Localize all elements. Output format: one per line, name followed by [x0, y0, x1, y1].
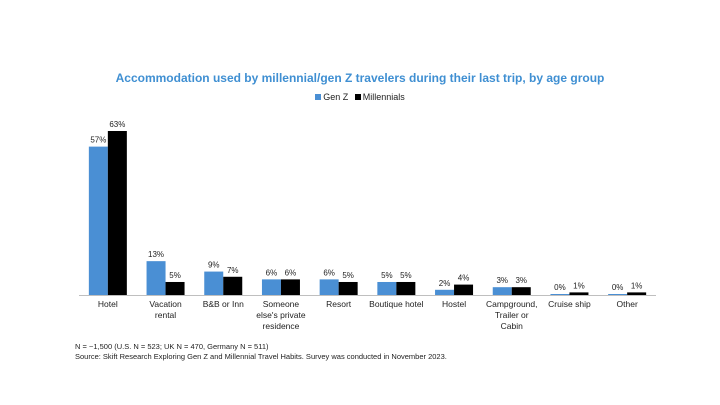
category-label-9: Other: [617, 299, 638, 309]
bar-millennials-1: [165, 281, 185, 295]
bar-millennials-2: [223, 276, 243, 295]
data-label-millennials-7: 3%: [515, 276, 527, 285]
data-label-millennials-9: 1%: [631, 281, 643, 290]
footnote: N = ~1,500 (U.S. N = 523; UK N = 470, Ge…: [75, 342, 447, 362]
bar-millennials-4: [338, 281, 358, 295]
bar-gen-z-0: [88, 146, 108, 295]
legend-entry-millennials: Millennials: [354, 92, 405, 102]
bar-gen-z-8: [550, 294, 570, 295]
data-label-gen-z-2: 9%: [208, 261, 220, 270]
data-label-gen-z-7: 3%: [496, 276, 508, 285]
bar-millennials-8: [569, 292, 589, 295]
data-label-gen-z-4: 6%: [323, 268, 335, 277]
legend-label-millennials: Millennials: [362, 92, 405, 102]
data-label-gen-z-5: 5%: [381, 271, 393, 280]
footnote-sample-size: N = ~1,500 (U.S. N = 523; UK N = 470, Ge…: [75, 342, 269, 351]
chart-title: Accommodation used by millennial/gen Z t…: [115, 71, 605, 85]
bar-gen-z-5: [377, 281, 397, 295]
category-label-8: Cruise ship: [548, 299, 591, 309]
data-label-millennials-0: 63%: [109, 120, 125, 129]
legend-swatch-gen-z: [315, 94, 322, 100]
data-label-gen-z-0: 57%: [90, 136, 106, 145]
category-label-7: Campground, Trailer or Cabin: [486, 299, 538, 331]
category-label-6: Hostel: [442, 299, 466, 309]
legend-label-gen-z: Gen Z: [323, 92, 349, 102]
footnote-source: Source: Skift Research Exploring Gen Z a…: [75, 352, 447, 361]
category-label-1: Vacation rental: [149, 299, 182, 320]
bar-millennials-6: [454, 284, 474, 295]
bar-gen-z-7: [492, 287, 512, 295]
bar-gen-z-2: [204, 271, 224, 295]
data-label-millennials-4: 5%: [342, 271, 354, 280]
bar-millennials-9: [627, 292, 647, 295]
data-label-gen-z-8: 0%: [554, 283, 566, 292]
category-label-3: Someone else's private residence: [256, 299, 306, 331]
bar-gen-z-6: [435, 289, 455, 295]
bar-gen-z-3: [261, 279, 281, 295]
bar-gen-z-4: [319, 279, 339, 295]
bar-gen-z-9: [608, 294, 628, 295]
category-label-0: Hotel: [98, 299, 118, 309]
data-label-millennials-8: 1%: [573, 281, 585, 290]
legend-swatch-millennials: [354, 94, 361, 100]
bar-millennials-3: [280, 279, 300, 295]
bar-millennials-7: [511, 287, 531, 295]
legend: Gen Z Millennials: [0, 92, 720, 102]
data-label-gen-z-1: 13%: [148, 250, 164, 259]
bar-millennials-0: [107, 131, 127, 295]
legend-entry-gen-z: Gen Z: [315, 92, 348, 102]
data-label-millennials-6: 4%: [458, 274, 470, 283]
data-label-gen-z-3: 6%: [266, 268, 278, 277]
data-label-gen-z-9: 0%: [612, 283, 624, 292]
data-label-gen-z-6: 2%: [439, 279, 451, 288]
category-label-5: Boutique hotel: [369, 299, 423, 309]
bar-millennials-5: [396, 281, 416, 295]
data-label-millennials-5: 5%: [400, 271, 412, 280]
data-label-millennials-2: 7%: [227, 266, 239, 275]
category-label-2: B&B or Inn: [203, 299, 244, 309]
data-label-millennials-1: 5%: [169, 271, 181, 280]
category-label-4: Resort: [326, 299, 352, 309]
data-label-millennials-3: 6%: [285, 268, 297, 277]
bar-gen-z-1: [146, 261, 166, 295]
